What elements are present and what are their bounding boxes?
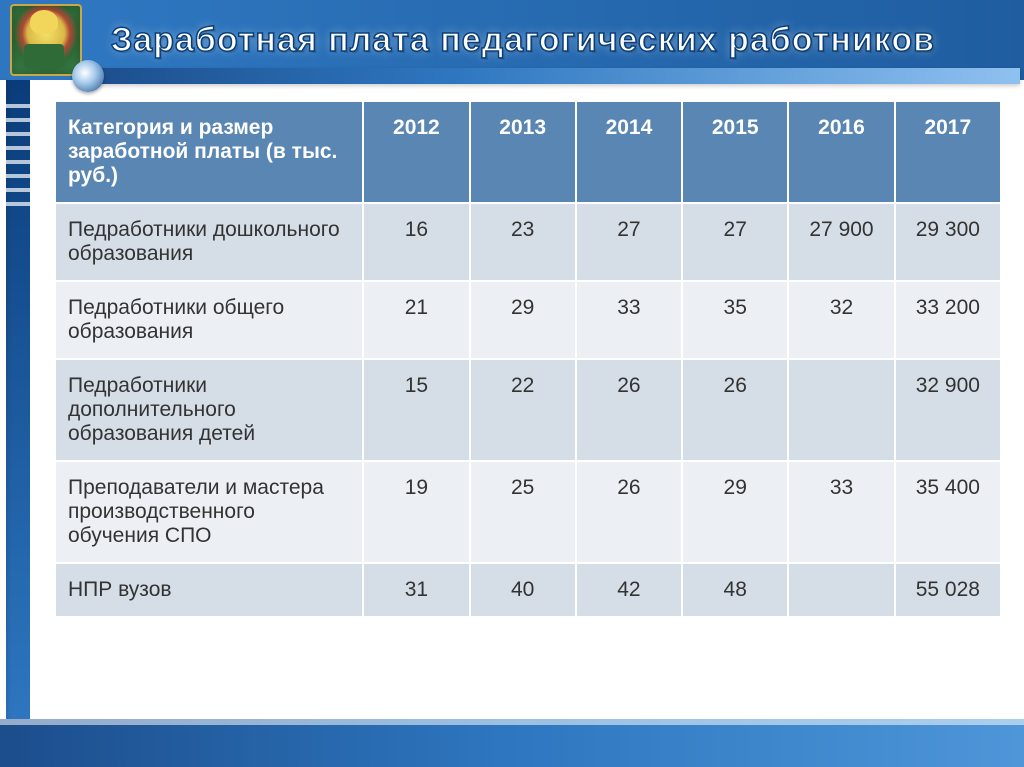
cell-value: 42	[576, 563, 682, 617]
col-header-year: 2017	[895, 101, 1001, 203]
cell-category: НПР вузов	[55, 563, 363, 617]
table-body: Педработники дошкольного образования 16 …	[55, 203, 1001, 617]
slide-title: Заработная плата педагогических работник…	[82, 21, 1024, 60]
content-area: Категория и размер заработной платы (в т…	[54, 100, 1002, 707]
salary-table: Категория и размер заработной платы (в т…	[54, 100, 1002, 618]
cell-value: 35 400	[895, 461, 1001, 563]
slide: Заработная плата педагогических работник…	[0, 0, 1024, 767]
cell-value: 27	[682, 203, 788, 281]
cell-value: 15	[363, 359, 469, 461]
cell-category: Педработники дополнительного образования…	[55, 359, 363, 461]
bottom-bar	[0, 719, 1024, 767]
cell-value: 23	[470, 203, 576, 281]
cell-value: 32	[788, 281, 894, 359]
cell-value: 33 200	[895, 281, 1001, 359]
cell-value	[788, 359, 894, 461]
cell-value: 55 028	[895, 563, 1001, 617]
cell-value: 21	[363, 281, 469, 359]
left-rail	[0, 80, 40, 767]
cell-value: 29	[470, 281, 576, 359]
cell-value: 26	[576, 461, 682, 563]
col-header-year: 2014	[576, 101, 682, 203]
cell-value: 16	[363, 203, 469, 281]
rail-stripes	[6, 104, 36, 224]
table-row: Педработники дополнительного образования…	[55, 359, 1001, 461]
cell-value: 27	[576, 203, 682, 281]
cell-value: 29	[682, 461, 788, 563]
col-header-year: 2015	[682, 101, 788, 203]
cell-value: 19	[363, 461, 469, 563]
cell-value: 27 900	[788, 203, 894, 281]
cell-value: 35	[682, 281, 788, 359]
cell-value: 26	[682, 359, 788, 461]
cell-value: 25	[470, 461, 576, 563]
cell-value: 40	[470, 563, 576, 617]
cell-category: Педработники общего образования	[55, 281, 363, 359]
cell-value: 32 900	[895, 359, 1001, 461]
table-row: Педработники дошкольного образования 16 …	[55, 203, 1001, 281]
col-header-year: 2012	[363, 101, 469, 203]
table-row: Преподаватели и мастера производственног…	[55, 461, 1001, 563]
col-header-year: 2016	[788, 101, 894, 203]
accent-bar	[80, 68, 1020, 84]
cell-value: 22	[470, 359, 576, 461]
cell-category: Преподаватели и мастера производственног…	[55, 461, 363, 563]
emblem-icon	[10, 4, 82, 76]
table-row: Педработники общего образования 21 29 33…	[55, 281, 1001, 359]
cell-category: Педработники дошкольного образования	[55, 203, 363, 281]
cell-value: 31	[363, 563, 469, 617]
table-head: Категория и размер заработной платы (в т…	[55, 101, 1001, 203]
cell-value: 29 300	[895, 203, 1001, 281]
cell-value: 33	[576, 281, 682, 359]
cell-value: 33	[788, 461, 894, 563]
col-header-category: Категория и размер заработной платы (в т…	[55, 101, 363, 203]
cell-value: 26	[576, 359, 682, 461]
table-header-row: Категория и размер заработной платы (в т…	[55, 101, 1001, 203]
cell-value	[788, 563, 894, 617]
col-header-year: 2013	[470, 101, 576, 203]
cell-value: 48	[682, 563, 788, 617]
table-row: НПР вузов 31 40 42 48 55 028	[55, 563, 1001, 617]
